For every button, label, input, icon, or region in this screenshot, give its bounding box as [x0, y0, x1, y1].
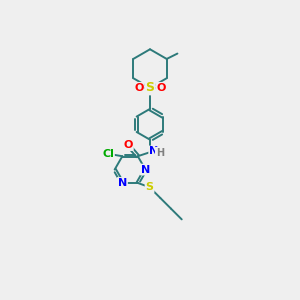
Text: H: H [156, 148, 164, 158]
Text: O: O [134, 83, 143, 93]
Text: N: N [146, 83, 154, 93]
Text: O: O [124, 140, 133, 150]
Text: S: S [146, 81, 154, 94]
Text: N: N [118, 178, 127, 188]
Text: O: O [157, 83, 166, 93]
Text: N: N [149, 146, 158, 157]
Text: Cl: Cl [102, 149, 114, 159]
Text: N: N [141, 165, 150, 175]
Text: S: S [146, 182, 154, 192]
